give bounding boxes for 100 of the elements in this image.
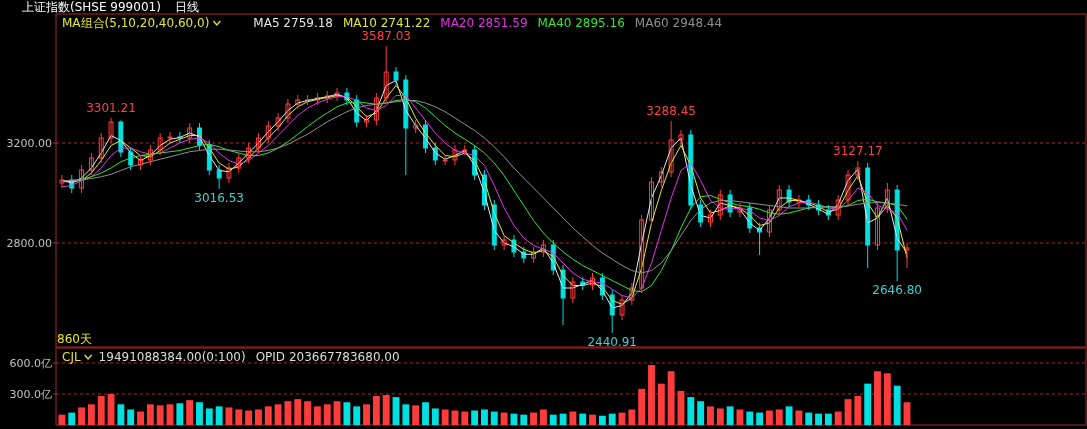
bar: [815, 413, 822, 425]
annotation: 2440.91: [587, 334, 638, 349]
text: MA40 2895.16: [537, 16, 625, 30]
bar: [893, 385, 901, 425]
bar: [215, 406, 223, 425]
bar: [137, 411, 144, 425]
candlestick: [167, 131, 173, 144]
bar: [579, 413, 587, 425]
bar: [510, 413, 518, 425]
bar: [795, 410, 803, 425]
bar: [274, 404, 282, 425]
bar: [530, 412, 538, 425]
bar: [422, 402, 429, 425]
annotation: 19491088384.00(0:100): [98, 350, 246, 364]
bar: [883, 373, 891, 425]
bar: [785, 406, 793, 425]
bar: [245, 410, 253, 425]
annotation: 3288.45: [646, 103, 696, 118]
bar: [264, 406, 272, 425]
bar: [707, 406, 714, 425]
bar: [775, 409, 783, 425]
candlestick: [393, 66, 399, 86]
bar: [382, 395, 390, 425]
y-tick-label: 2800.00: [6, 237, 52, 250]
bar: [648, 365, 655, 425]
text: MA5 2759.18: [253, 16, 333, 30]
bar: [667, 371, 675, 425]
bar: [520, 414, 528, 425]
bar: [353, 406, 361, 425]
bar: [864, 383, 872, 425]
annotation: 3016.53: [194, 190, 244, 205]
bar: [284, 401, 292, 425]
bar: [481, 409, 488, 425]
bar: [441, 409, 449, 425]
bar: [687, 397, 695, 425]
annotation: OPID 203667783680.00: [255, 350, 400, 364]
bar: [716, 408, 724, 425]
y-tick-label: 300.0亿: [9, 387, 52, 401]
bar: [205, 408, 213, 425]
bar: [569, 411, 577, 425]
bar: [431, 408, 439, 425]
bar: [500, 412, 508, 425]
bar: [78, 407, 86, 425]
bar: [255, 409, 262, 425]
bar: [726, 406, 734, 425]
bar: [834, 411, 842, 425]
bar: [97, 396, 105, 425]
bar: [559, 413, 567, 425]
text: MA10 2741.22: [343, 16, 431, 30]
bar: [186, 400, 194, 425]
annotation: 2646.80: [872, 283, 922, 298]
bar: [589, 414, 596, 425]
bar: [608, 413, 616, 425]
annotation: 860天: [57, 332, 92, 346]
candlestick: [442, 154, 448, 166]
annotation: 3587.03: [361, 29, 411, 44]
text: MA20 2851.59: [440, 16, 528, 30]
bar: [854, 396, 862, 425]
bar: [628, 409, 636, 425]
bar: [304, 401, 312, 425]
bar: [805, 412, 813, 425]
legend-title: MA组合(5,10,20,40,60,0): [62, 16, 210, 30]
bar: [68, 412, 76, 425]
bar: [117, 404, 125, 425]
bar: [363, 404, 370, 425]
bar: [765, 410, 773, 425]
bar: [156, 405, 164, 425]
bar: [313, 406, 321, 425]
bar: [176, 403, 184, 425]
chart-title: 上证指数(SHSE 999001): [22, 0, 161, 14]
bar: [343, 402, 351, 425]
bar: [598, 415, 606, 425]
y-tick-label: 600.0亿: [9, 356, 52, 370]
bar: [824, 413, 832, 425]
bar: [549, 414, 557, 425]
bar: [471, 410, 479, 425]
chart-subtitle: 日线: [174, 0, 199, 14]
bar: [146, 404, 154, 425]
bar: [657, 383, 665, 425]
annotation: 3301.21: [86, 100, 136, 115]
annotation: CJL: [62, 350, 81, 364]
bar: [127, 409, 135, 425]
bar: [294, 399, 302, 425]
text: MA60 2948.44: [634, 16, 723, 30]
bar: [874, 371, 881, 425]
bar: [372, 396, 380, 425]
bar: [697, 401, 705, 425]
bar: [539, 409, 547, 425]
bar: [196, 402, 203, 425]
bar: [235, 409, 243, 425]
bar: [412, 405, 420, 425]
bar: [490, 411, 498, 425]
annotation: 3127.17: [833, 144, 883, 159]
bar: [736, 409, 744, 425]
bar: [87, 404, 95, 425]
y-tick-label: 3200.00: [6, 137, 52, 150]
bar: [58, 414, 66, 425]
bar: [402, 404, 410, 425]
bar: [323, 404, 331, 425]
bar: [638, 388, 646, 425]
